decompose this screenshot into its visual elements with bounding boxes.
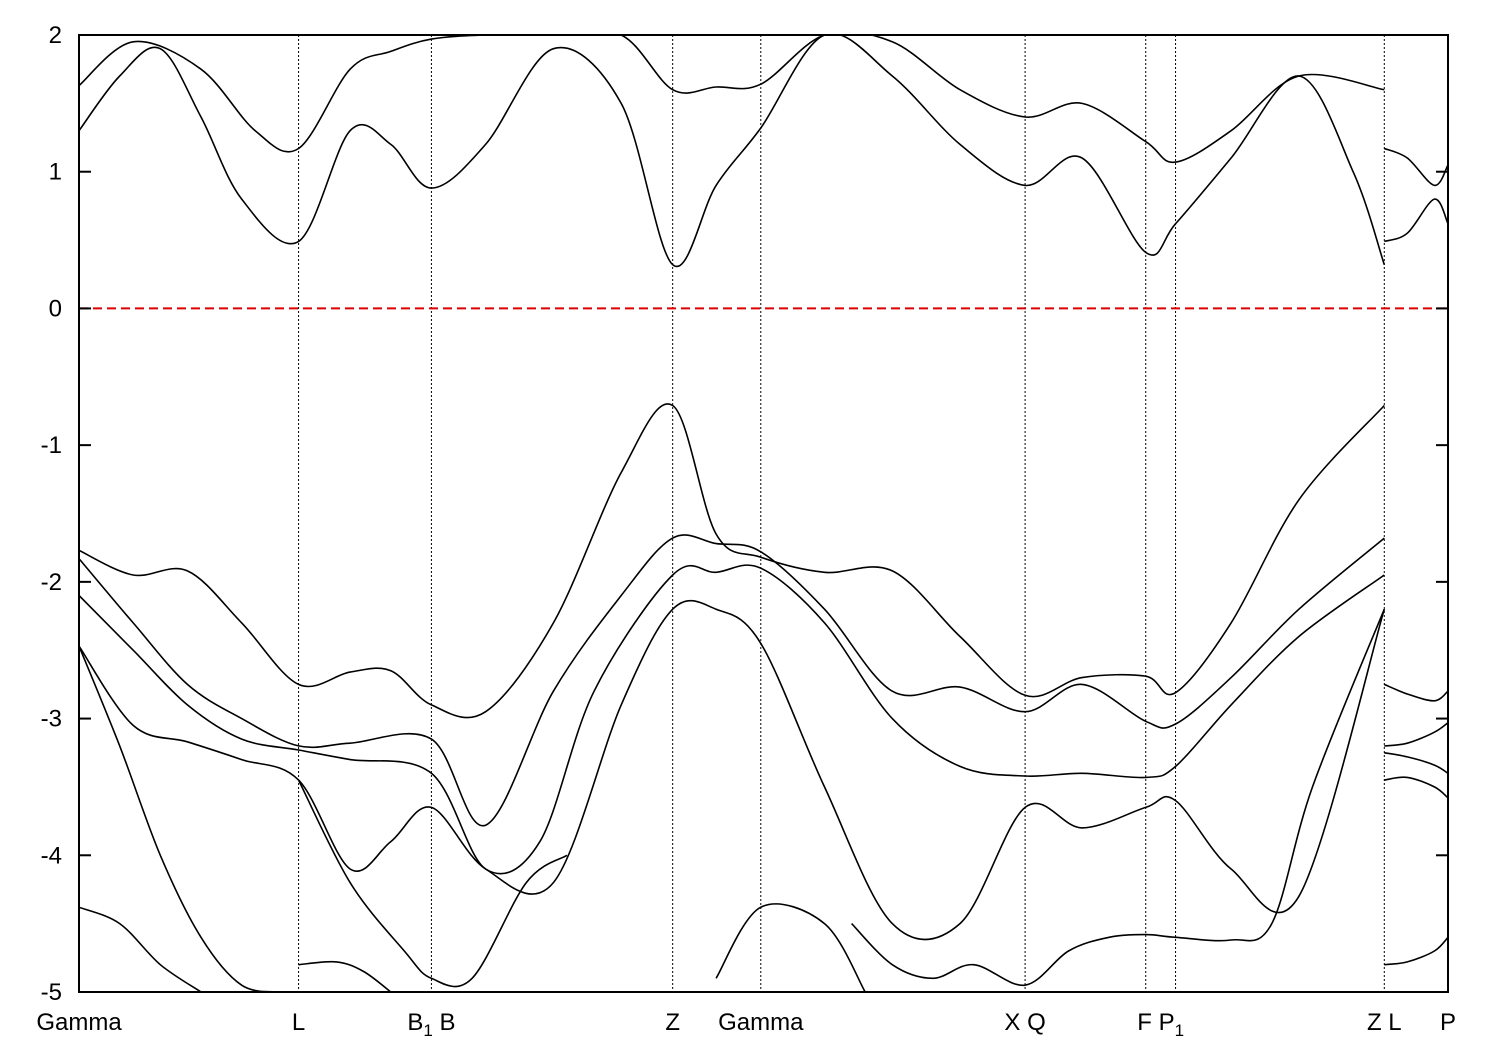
- y-tick-label: -1: [41, 432, 62, 459]
- x-tick-label-part: X Q: [1004, 1009, 1045, 1036]
- band-lines: [79, 35, 1448, 992]
- x-tick-label: Z L: [1367, 1009, 1402, 1036]
- band-9: [298, 960, 392, 992]
- y-axis: -5 -4 -3 -2 -1 0 1 2: [41, 22, 1448, 1006]
- x-tick-label-part: L: [292, 1009, 305, 1036]
- band-5: [79, 564, 1385, 875]
- x-tick-label: P: [1440, 1009, 1456, 1036]
- x-tick-label-part: F P: [1137, 1009, 1174, 1036]
- band-4: [79, 534, 1385, 827]
- x-tick-label: L: [292, 1009, 305, 1036]
- x-tick-label: B1 B: [407, 1009, 455, 1040]
- band-3: [79, 403, 1385, 719]
- x-tick-label-part: Gamma: [36, 1009, 122, 1036]
- x-tick-label-part: Z: [665, 1009, 680, 1036]
- band-10: [297, 779, 568, 988]
- x-tick-label-part: 1: [1175, 1021, 1184, 1040]
- band-19: [1384, 936, 1448, 966]
- y-tick-label: 0: [49, 295, 62, 322]
- x-tick-label-part: P: [1440, 1009, 1456, 1036]
- band-15: [1383, 683, 1448, 702]
- band-12: [851, 608, 1386, 987]
- y-tick-label: 2: [49, 22, 62, 49]
- x-tick-label: Gamma: [718, 1009, 804, 1036]
- band-7: [79, 645, 283, 992]
- band-17: [1384, 752, 1448, 774]
- band-18: [1384, 776, 1448, 799]
- y-tick-label: -2: [41, 569, 62, 596]
- band-6: [79, 599, 1386, 941]
- y-tick-label: -4: [41, 842, 62, 869]
- band-8: [79, 906, 202, 992]
- y-tick-label: -3: [41, 706, 62, 733]
- kpoint-gridlines: [298, 35, 1385, 992]
- x-tick-label: Gamma: [36, 1009, 122, 1036]
- x-tick-label: F P1: [1137, 1009, 1184, 1040]
- band-11: [715, 903, 866, 992]
- band-13: [1383, 147, 1448, 187]
- x-tick-label-part: B: [433, 1009, 456, 1036]
- x-tick-label-part: Z L: [1367, 1009, 1402, 1036]
- y-tick-label: -5: [41, 979, 62, 1006]
- x-tick-label-part: Gamma: [718, 1009, 804, 1036]
- band-14: [1384, 198, 1448, 243]
- band-1: [79, 35, 1386, 268]
- x-tick-label: Z: [665, 1009, 680, 1036]
- x-tick-label-part: B: [407, 1009, 423, 1036]
- y-tick-label: 1: [49, 159, 62, 186]
- x-tick-label: X Q: [1004, 1009, 1045, 1036]
- band-2: [79, 35, 1385, 163]
- x-tick-label-part: 1: [423, 1021, 432, 1040]
- plot-frame: [78, 34, 1449, 993]
- band-16: [1384, 722, 1448, 747]
